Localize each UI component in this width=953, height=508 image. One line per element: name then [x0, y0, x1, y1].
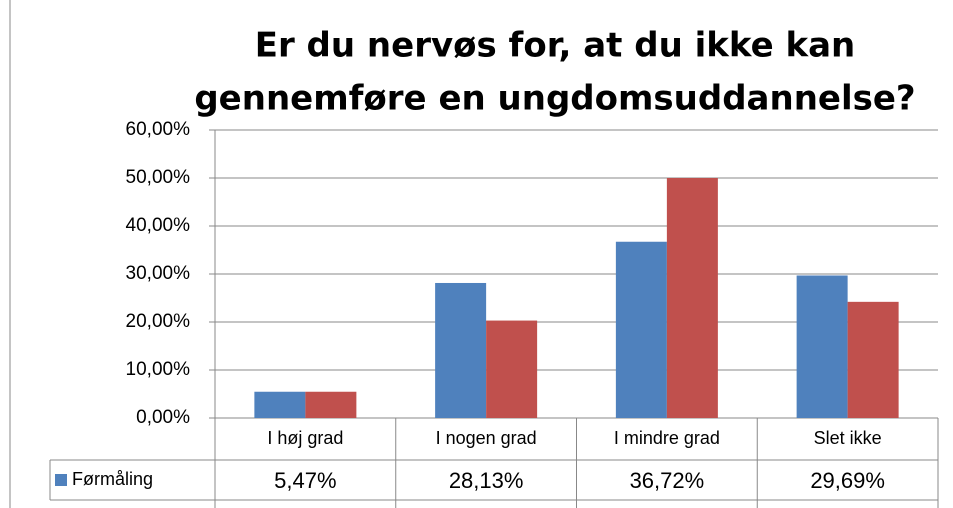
x-tick-label: I mindre grad [614, 428, 720, 448]
bar [254, 391, 306, 418]
data-label: 28,13% [449, 468, 524, 493]
bar [615, 241, 667, 418]
y-tick-label: 0,00% [136, 407, 190, 428]
legend-label: Førmåling [72, 469, 153, 489]
bar [847, 301, 899, 418]
bar [796, 275, 848, 418]
y-tick-label: 20,00% [126, 311, 191, 332]
bar [666, 178, 718, 418]
y-tick-label: 10,00% [126, 359, 191, 380]
y-tick-label: 40,00% [126, 215, 191, 236]
chart-title: Er du nervøs for, at du ikke kan [255, 26, 856, 66]
y-tick-label: 60,00% [126, 119, 191, 140]
bar [486, 320, 538, 418]
chart-title: gennemføre en ungdomsuddannelse? [194, 79, 915, 119]
y-tick-label: 30,00% [126, 263, 191, 284]
bar [435, 282, 487, 418]
legend-marker [55, 474, 67, 486]
data-label: 29,69% [810, 468, 885, 493]
x-tick-label: I nogen grad [436, 428, 537, 448]
y-tick-label: 50,00% [126, 167, 191, 188]
bar [305, 391, 357, 418]
data-label: 5,47% [274, 468, 336, 493]
x-tick-label: I høj grad [267, 428, 343, 448]
data-label: 36,72% [630, 468, 705, 493]
x-tick-label: Slet ikke [814, 428, 882, 448]
